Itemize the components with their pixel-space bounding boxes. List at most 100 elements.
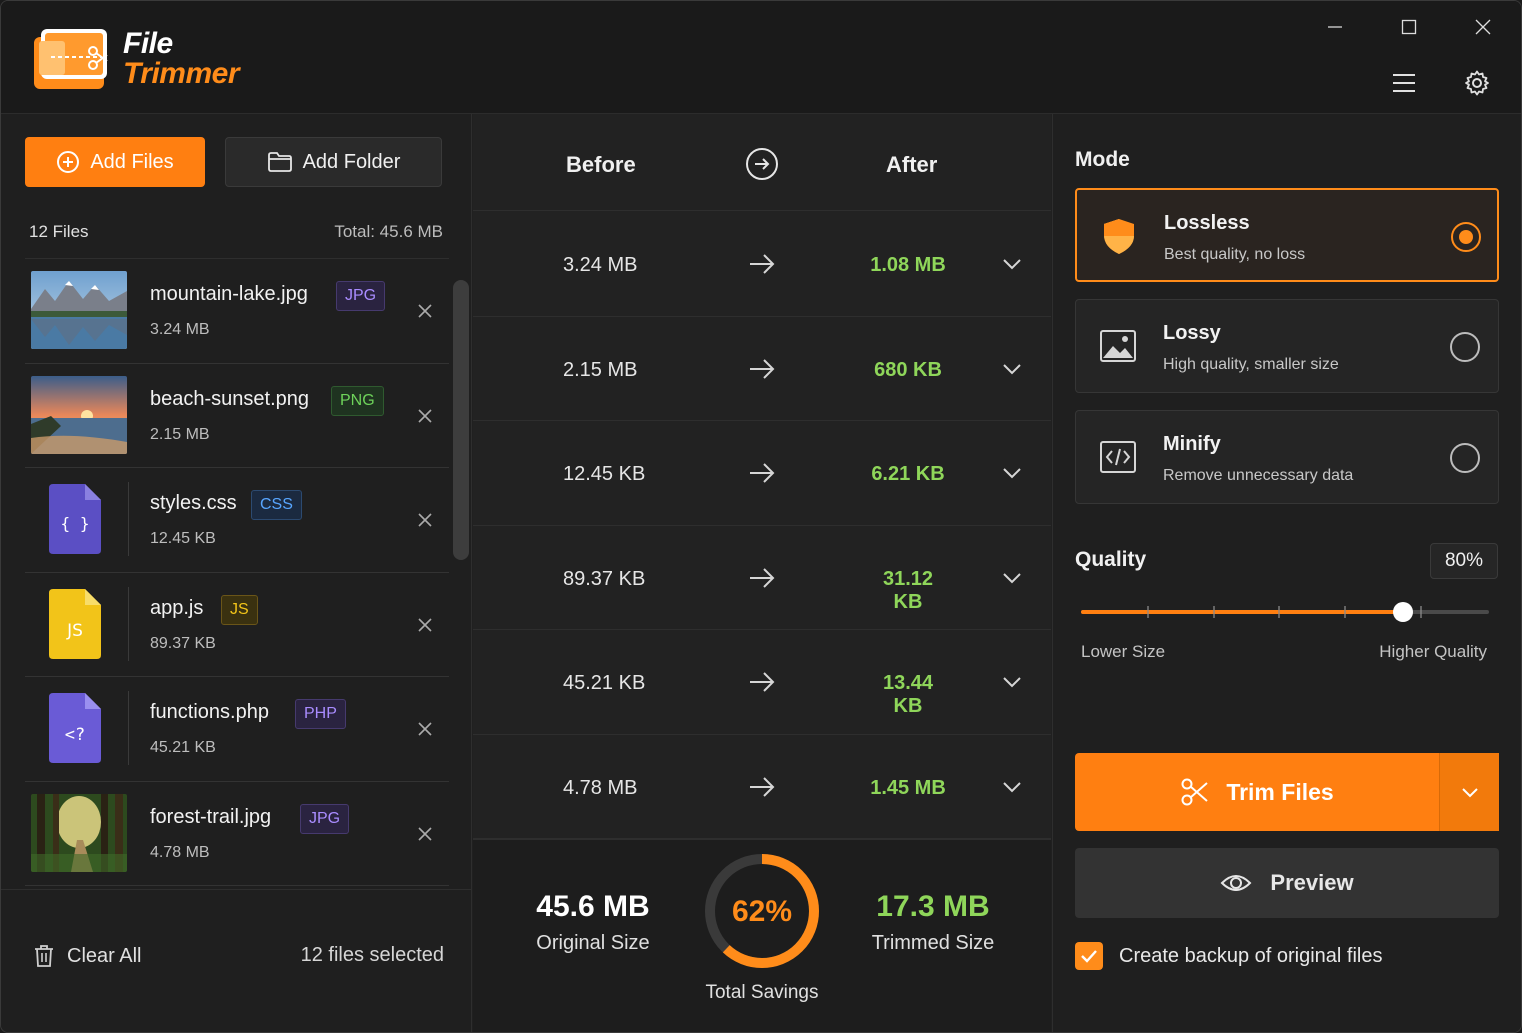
close-icon — [418, 408, 432, 423]
remove-file-button[interactable] — [413, 299, 437, 323]
size-before: 89.37 KB — [563, 567, 646, 590]
remove-file-button[interactable] — [413, 404, 437, 428]
mode-radio-lossy[interactable] — [1450, 332, 1480, 362]
chevron-down-icon[interactable] — [1000, 674, 1024, 690]
remove-file-button[interactable] — [413, 822, 437, 846]
file-row[interactable]: JS app.js JS 89.37 KB — [25, 573, 449, 677]
close-icon — [418, 722, 432, 736]
file-list-scrollbar[interactable] — [453, 262, 469, 882]
size-before: 45.21 KB — [563, 672, 646, 694]
trash-icon — [35, 945, 53, 967]
arrow-right-icon — [750, 358, 775, 379]
file-name: forest-trail.jpg — [150, 805, 272, 828]
plus-circle-icon — [57, 151, 80, 173]
maximize-button[interactable] — [1389, 9, 1429, 45]
icon-glyph: JS — [66, 621, 83, 641]
file-row[interactable]: mountain-lake.jpg JPG 3.24 MB — [25, 259, 449, 364]
divider — [128, 586, 129, 661]
minimize-button[interactable] — [1315, 9, 1355, 45]
settings-button[interactable] — [1457, 63, 1497, 103]
file-list: mountain-lake.jpg JPG 3.24 MB — [25, 258, 449, 888]
comparison-row[interactable]: 12.45 KB 6.21 KB — [473, 421, 1051, 526]
comparison-panel: Before After 3.24 MB 1.08 MB 2.15 MB 680… — [473, 114, 1051, 1032]
remove-file-button[interactable] — [413, 508, 437, 532]
file-size: 2.15 MB — [150, 425, 210, 443]
after-header: After — [886, 152, 938, 177]
comparison-row[interactable]: 45.21 KB 13.44 KB — [473, 630, 1051, 735]
slider-ticks — [1147, 606, 1422, 618]
chevron-down-icon[interactable] — [1000, 465, 1024, 481]
file-size: 4.78 MB — [150, 843, 210, 861]
comparison-row[interactable]: 3.24 MB 1.08 MB — [473, 212, 1051, 317]
chevron-down-icon[interactable] — [1000, 361, 1024, 377]
add-folder-label: Add Folder — [302, 150, 401, 173]
trimmed-size-value: 17.3 MB — [876, 890, 990, 923]
remove-file-button[interactable] — [413, 613, 437, 637]
beach-sunset-thumbnail — [31, 375, 127, 454]
add-files-button[interactable]: Add Files — [25, 137, 205, 187]
chevron-down-icon[interactable] — [1000, 779, 1024, 795]
quality-title: Quality — [1075, 548, 1147, 571]
mode-radio-lossless[interactable] — [1451, 222, 1481, 252]
clear-all-button[interactable]: Clear All — [33, 944, 141, 968]
close-icon — [418, 304, 432, 318]
file-name: styles.css — [150, 492, 237, 514]
mode-radio-minify[interactable] — [1450, 443, 1480, 473]
app-logo-text: File Trimmer — [123, 29, 240, 89]
trim-files-button[interactable]: Trim Files — [1075, 753, 1439, 831]
close-icon — [418, 826, 432, 841]
menu-button[interactable] — [1384, 63, 1424, 103]
file-size: 3.24 MB — [150, 321, 210, 338]
size-after: 6.21 KB — [871, 463, 945, 485]
mode-desc: Best quality, no loss — [1164, 246, 1306, 263]
comparison-row[interactable]: 4.78 MB 1.45 MB — [473, 735, 1051, 839]
higher-quality-label: Higher Quality — [1379, 642, 1487, 661]
mode-option-lossless[interactable]: Lossless Best quality, no loss — [1075, 188, 1499, 282]
file-type-badge: JS — [221, 594, 258, 625]
size-after: 31.12 KB — [882, 567, 934, 613]
trim-files-button-group: Trim Files — [1075, 753, 1499, 831]
checkmark-icon — [1081, 950, 1097, 963]
comparison-header: Before After — [473, 114, 1051, 211]
file-row[interactable]: beach-sunset.png PNG 2.15 MB — [25, 364, 449, 468]
file-row[interactable]: forest-trail.jpg JPG 4.78 MB — [25, 782, 449, 886]
mode-desc: Remove unnecessary data — [1163, 467, 1354, 484]
savings-summary: 45.6 MB Original Size 62% Total Savings … — [473, 839, 1051, 1032]
mode-option-lossy[interactable]: Lossy High quality, smaller size — [1075, 299, 1499, 393]
slider-thumb — [1393, 602, 1413, 622]
divider — [128, 482, 129, 556]
mode-title: Mode — [1075, 148, 1130, 171]
css-file-icon: { } — [47, 482, 105, 556]
mode-option-minify[interactable]: Minify Remove unnecessary data — [1075, 410, 1499, 504]
arrow-right-icon — [750, 254, 775, 274]
original-size-value: 45.6 MB — [536, 890, 650, 923]
comparison-row[interactable]: 89.37 KB 31.12 KB — [473, 526, 1051, 630]
savings-ring — [705, 854, 819, 968]
trim-options-dropdown[interactable] — [1439, 753, 1499, 831]
file-row[interactable]: { } styles.css CSS 12.45 KB — [25, 468, 449, 573]
lower-size-label: Lower Size — [1081, 642, 1166, 661]
preview-button[interactable]: Preview — [1075, 848, 1499, 918]
backup-option[interactable]: Create backup of original files — [1075, 942, 1382, 970]
scrollbar-thumb[interactable] — [453, 280, 469, 560]
backup-label: Create backup of original files — [1119, 944, 1383, 967]
trim-files-label: Trim Files — [1226, 778, 1334, 805]
comparison-row[interactable]: 2.15 MB 680 KB — [473, 317, 1051, 421]
icon-glyph: { } — [61, 514, 90, 533]
quality-value[interactable]: 80% — [1430, 543, 1498, 579]
backup-checkbox[interactable] — [1075, 942, 1103, 970]
image-icon — [1100, 330, 1136, 362]
file-row[interactable]: <? functions.php PHP 45.21 KB — [25, 677, 449, 782]
hamburger-menu-icon — [1393, 74, 1415, 92]
divider — [128, 691, 129, 765]
mode-name: Lossless — [1164, 212, 1250, 234]
file-type-badge: JPG — [336, 281, 386, 311]
close-window-button[interactable] — [1463, 9, 1503, 45]
add-folder-button[interactable]: Add Folder — [225, 137, 442, 187]
file-type-badge: CSS — [251, 490, 302, 520]
chevron-down-icon[interactable] — [1000, 256, 1024, 272]
quality-slider[interactable] — [1081, 598, 1489, 626]
chevron-down-icon[interactable] — [1000, 570, 1024, 586]
remove-file-button[interactable] — [413, 717, 437, 741]
file-type-badge: JPG — [300, 803, 350, 834]
